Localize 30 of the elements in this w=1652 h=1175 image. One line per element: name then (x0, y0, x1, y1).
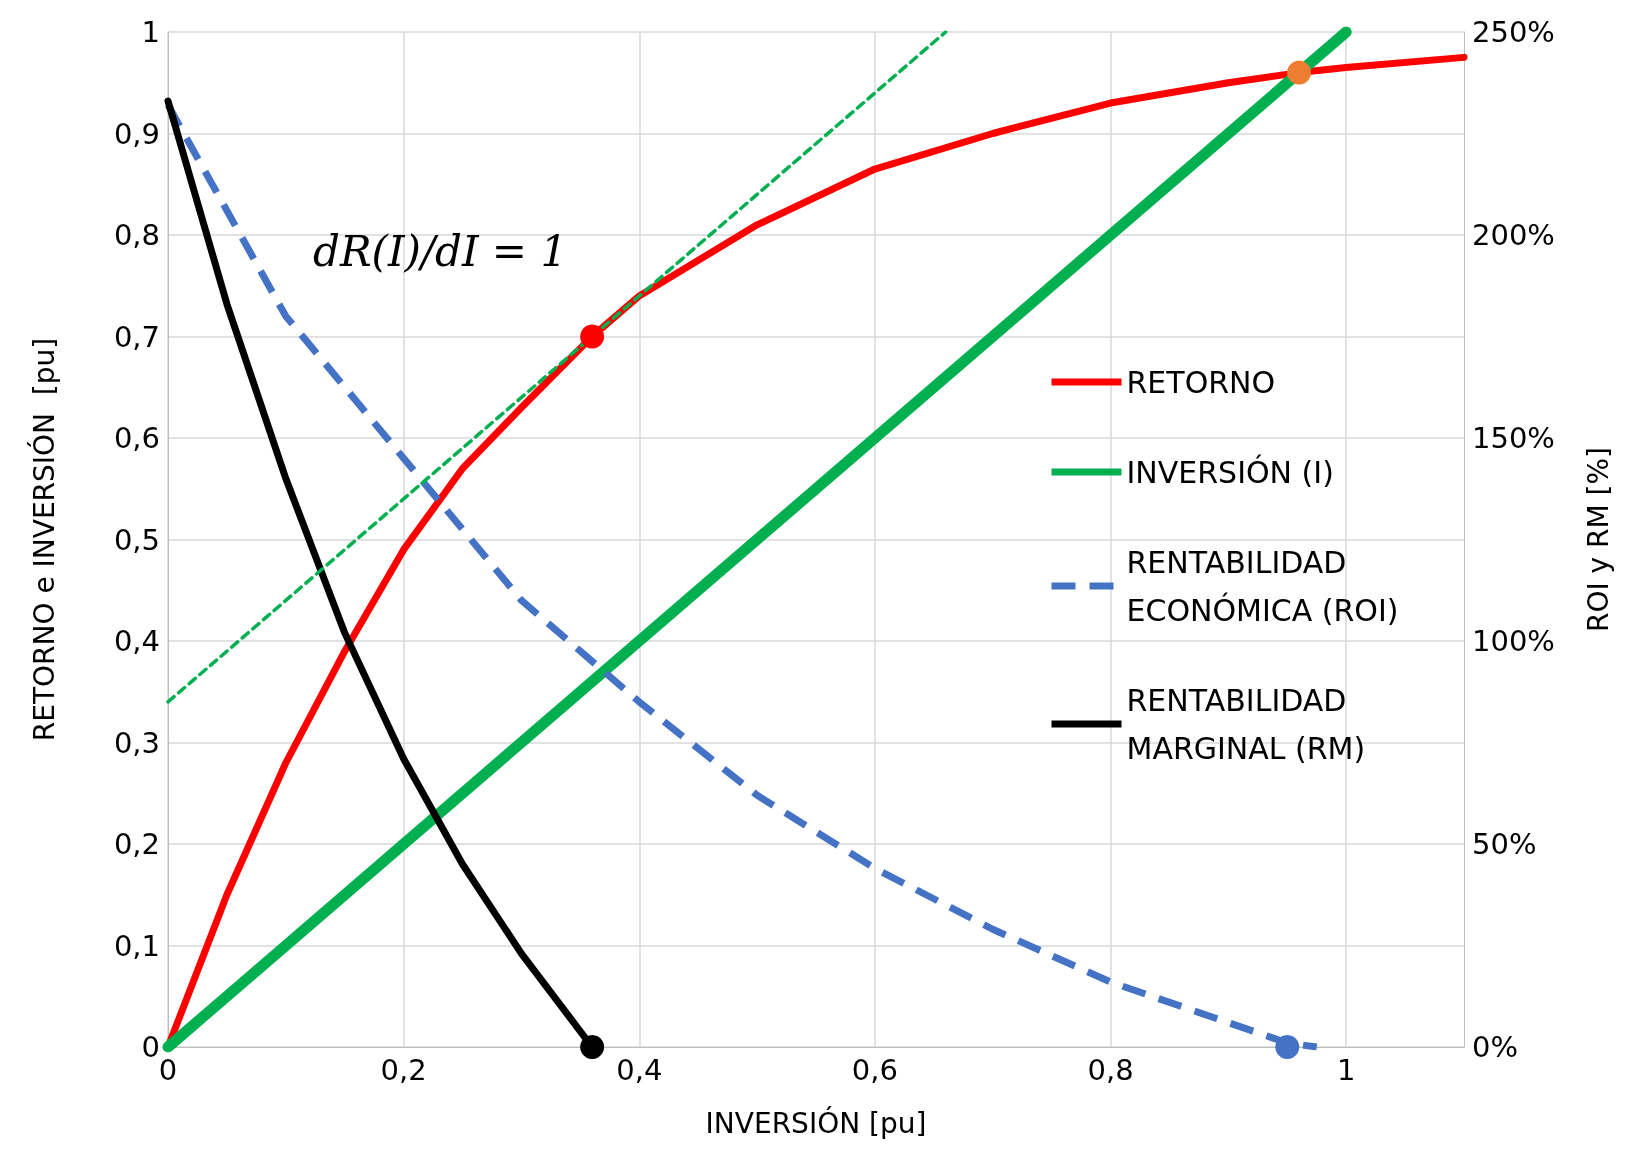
y2-axis-title: ROI y RM [%] (1581, 446, 1615, 633)
y-tick-label: 0,2 (113, 827, 160, 861)
y-tick-label: 1 (141, 15, 160, 49)
y-tick-label: 0,8 (113, 218, 160, 252)
y-tick-label: 0,6 (113, 421, 160, 455)
y2-tick-label: 150% (1472, 421, 1555, 455)
y2-tick-label: 50% (1472, 827, 1537, 861)
x-tick-label: 0,2 (380, 1052, 427, 1087)
x-tick-label: 0,6 (851, 1052, 898, 1087)
y-tick-label: 0,5 (113, 522, 160, 557)
y-tick-label: 0,7 (113, 319, 160, 354)
y-tick-label: 0,9 (113, 116, 160, 151)
x-tick-label: 0,8 (1087, 1052, 1134, 1087)
x-axis-title: INVERSIÓN [pu] (705, 1105, 927, 1140)
x-tick-label: 0,4 (616, 1052, 663, 1087)
y-tick-label: 0,3 (113, 725, 160, 760)
y-axis-title: RETORNO e INVERSIÓN [pu] (26, 337, 61, 742)
legend-label: RENTABILIDAD ECONÓMICA (ROI) (1126, 544, 1399, 628)
x-tick-label: 1 (1336, 1052, 1356, 1087)
y-tick-label: 0 (141, 1030, 160, 1064)
y2-tick-label: 100% (1472, 624, 1555, 658)
legend-label: RETORNO (1126, 364, 1276, 400)
y2-tick-label: 0% (1472, 1030, 1519, 1064)
y-tick-label: 0,1 (113, 928, 160, 963)
legend-label: RENTABILIDAD MARGINAL (RM) (1126, 682, 1366, 766)
y-tick-label: 0,4 (113, 624, 160, 658)
y2-tick-label: 250% (1472, 15, 1555, 49)
annotation: dR(I)/dI = 1 (313, 227, 568, 276)
y2-tick-label: 200% (1472, 218, 1555, 252)
legend-label: INVERSIÓN (I) (1126, 453, 1334, 490)
